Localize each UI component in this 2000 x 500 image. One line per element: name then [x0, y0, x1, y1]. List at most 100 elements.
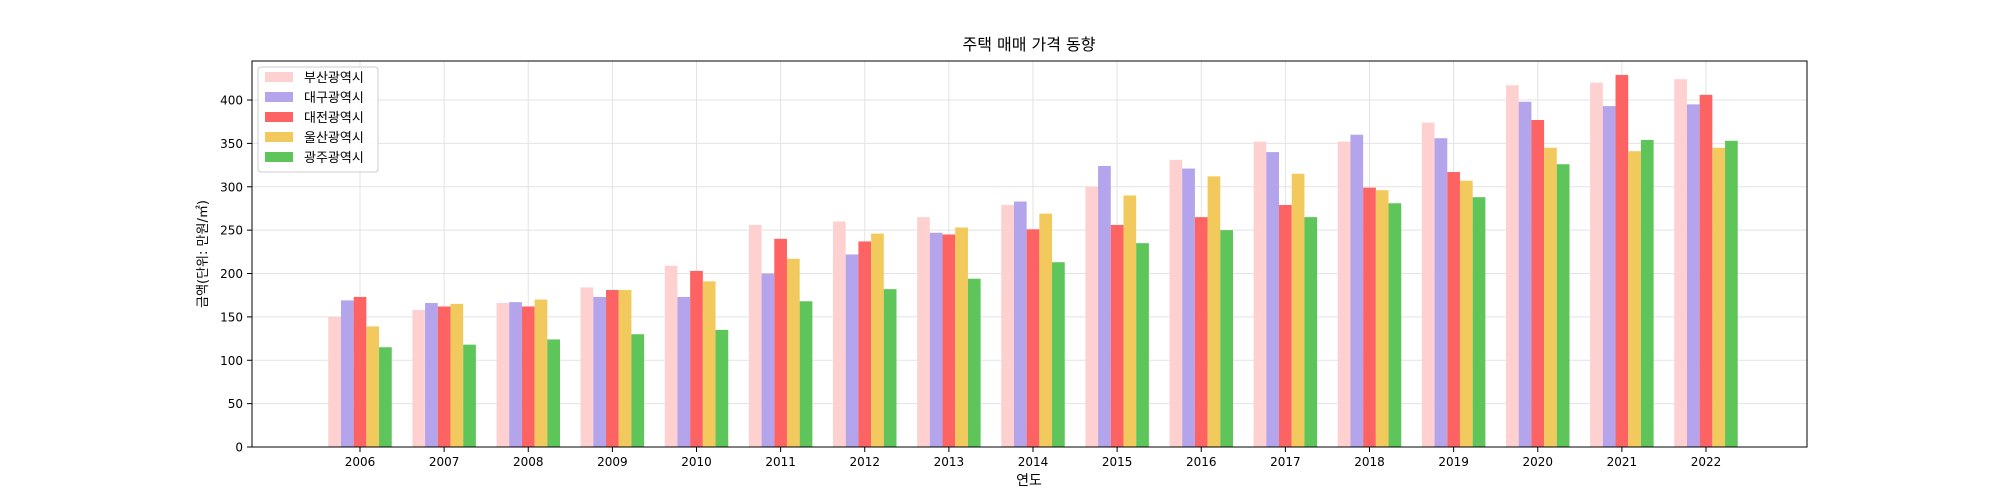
x-tick-label: 2006: [345, 455, 376, 469]
bar: [690, 270, 703, 447]
bar: [1640, 139, 1654, 448]
bar: [1136, 243, 1149, 447]
y-tick-label: 150: [220, 310, 243, 324]
bar: [618, 289, 632, 447]
bar: [1602, 106, 1616, 447]
bar: [1337, 141, 1351, 447]
bar: [425, 303, 438, 447]
x-tick-label: 2012: [849, 455, 880, 469]
x-tick-label: 2017: [1270, 455, 1301, 469]
bar: [496, 303, 510, 447]
bar: [942, 234, 956, 447]
bar: [1712, 147, 1726, 447]
x-tick-label: 2020: [1522, 455, 1553, 469]
bar: [1253, 141, 1267, 447]
bar: [1039, 213, 1053, 447]
x-tick-label: 2009: [597, 455, 628, 469]
bar: [509, 302, 522, 447]
bar: [748, 224, 762, 447]
x-tick-label: 2021: [1607, 455, 1638, 469]
x-tick-label: 2013: [934, 455, 965, 469]
bar: [379, 347, 392, 447]
x-tick-label: 2008: [513, 455, 544, 469]
bar: [1674, 79, 1687, 447]
legend-swatch: [265, 132, 293, 142]
legend-label: 부산광역시: [304, 71, 364, 86]
bar: [774, 238, 787, 447]
bar: [1472, 197, 1486, 447]
bar: [450, 303, 464, 447]
legend-item: 대구광역시: [265, 91, 364, 106]
bar: [799, 301, 813, 447]
bar: [715, 329, 729, 447]
y-tick-label: 400: [220, 94, 243, 108]
x-tick-label: 2016: [1186, 455, 1217, 469]
y-tick-label: 250: [220, 224, 243, 238]
bar: [1375, 190, 1389, 448]
legend-swatch: [265, 72, 293, 82]
bar: [1544, 147, 1557, 447]
bar: [1085, 186, 1099, 448]
y-tick-label: 300: [220, 180, 243, 194]
bar: [437, 306, 451, 447]
bar: [1182, 168, 1195, 447]
bar: [1556, 164, 1570, 447]
y-tick-label: 50: [228, 397, 243, 411]
bar: [580, 287, 594, 447]
bar: [858, 241, 872, 447]
bar: [1304, 217, 1318, 447]
bar: [1026, 229, 1040, 447]
legend-item: 광주광역시: [265, 151, 364, 166]
bar: [1350, 134, 1364, 447]
bar: [1628, 151, 1641, 447]
bar: [929, 232, 943, 447]
bar: [786, 258, 800, 447]
bar: [883, 289, 897, 447]
legend-label: 울산광역시: [304, 131, 364, 146]
bar: [1518, 101, 1532, 447]
bar: [1279, 204, 1292, 447]
x-tick-label: 2022: [1691, 455, 1722, 469]
plot-frame: [251, 60, 1808, 448]
bar: [1459, 180, 1473, 447]
x-tick-label: 2010: [681, 455, 712, 469]
bars: [328, 74, 1738, 448]
bar: [1220, 230, 1233, 447]
bar: [593, 296, 607, 447]
legend-label: 광주광역시: [304, 151, 364, 166]
bar: [677, 296, 691, 447]
x-axis-label: 연도: [1016, 473, 1042, 489]
bar: [1434, 138, 1448, 447]
x-tick-label: 2018: [1354, 455, 1385, 469]
legend-item: 울산광역시: [265, 131, 364, 146]
bar: [631, 334, 645, 447]
bar: [521, 306, 535, 447]
bar: [1207, 176, 1221, 448]
bar: [1194, 217, 1208, 447]
legend-swatch: [265, 92, 293, 102]
bar: [833, 221, 846, 447]
bar: [702, 281, 716, 447]
bar: [547, 339, 560, 447]
chart-title: 주택 매매 가격 동향: [962, 35, 1095, 54]
bar: [1291, 173, 1305, 447]
x-tick-label: 2015: [1102, 455, 1133, 469]
bar: [412, 309, 426, 447]
bar: [967, 278, 981, 447]
bar: [1123, 195, 1137, 447]
x-tick-label: 2014: [1018, 455, 1049, 469]
bar: [1001, 204, 1014, 447]
bar: [1699, 94, 1713, 447]
legend-label: 대구광역시: [304, 91, 364, 106]
legend: 부산광역시 대구광역시 대전광역시 울산광역시 광주광역시: [257, 66, 379, 173]
bar: [845, 254, 859, 447]
bar: [1013, 201, 1027, 447]
bar: [1421, 122, 1435, 447]
bar: [1506, 85, 1519, 447]
y-tick-label: 350: [220, 137, 243, 151]
bar: [1725, 140, 1738, 447]
bar: [1686, 104, 1700, 447]
x-tick-label: 2011: [765, 455, 796, 469]
y-tick-label: 200: [220, 267, 243, 281]
